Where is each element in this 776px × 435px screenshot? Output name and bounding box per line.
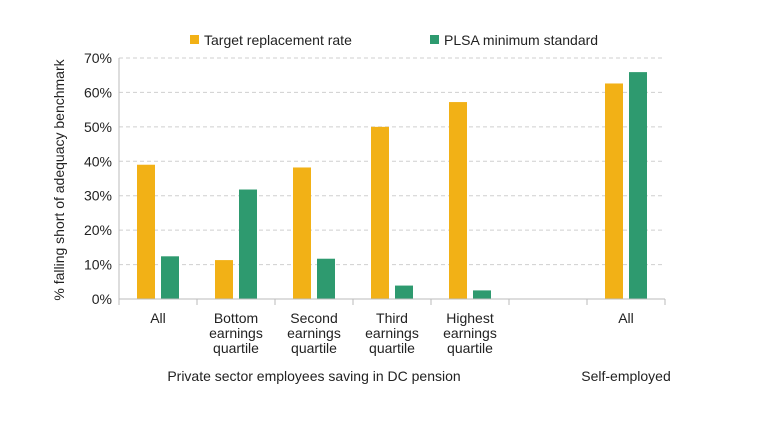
y-tick-label: 40%	[84, 153, 112, 169]
bar	[317, 258, 335, 299]
x-tick-label: Highest	[446, 310, 494, 326]
bar	[239, 189, 257, 299]
legend: Target replacement rate PLSA minimum stan…	[190, 32, 598, 48]
bar	[395, 285, 413, 299]
x-tick-label: earnings	[365, 325, 419, 341]
group-label: Private sector employees saving in DC pe…	[167, 368, 460, 384]
x-tick-label: Second	[290, 310, 337, 326]
bar	[371, 126, 389, 299]
legend-label: PLSA minimum standard	[444, 32, 598, 48]
y-tick-label: 0%	[92, 291, 112, 307]
x-tick-label: All	[150, 310, 166, 326]
bar	[293, 167, 311, 299]
bar	[137, 164, 155, 299]
y-axis-label: % falling short of adequacy benchmark	[51, 58, 67, 300]
bar	[605, 83, 623, 299]
y-tick-label: 20%	[84, 222, 112, 238]
x-tick-label: earnings	[209, 325, 263, 341]
bar	[215, 260, 233, 299]
group-label: Self-employed	[581, 368, 671, 384]
x-tick-label: quartile	[447, 340, 493, 356]
x-tick-label: Third	[376, 310, 408, 326]
x-tick-label: Bottom	[214, 310, 258, 326]
bar	[629, 72, 647, 299]
y-tick-label: 10%	[84, 257, 112, 273]
x-tick-label: quartile	[291, 340, 337, 356]
bar	[473, 290, 491, 299]
x-tick-label: quartile	[369, 340, 415, 356]
legend-swatch	[430, 35, 439, 44]
legend-label: Target replacement rate	[204, 32, 352, 48]
bar	[161, 256, 179, 299]
x-tick-label: earnings	[443, 325, 497, 341]
x-tick-label: All	[618, 310, 634, 326]
y-tick-label: 30%	[84, 188, 112, 204]
y-tick-label: 50%	[84, 119, 112, 135]
x-tick-label: quartile	[213, 340, 259, 356]
x-tick-label: earnings	[287, 325, 341, 341]
y-tick-label: 70%	[84, 50, 112, 66]
y-tick-label: 60%	[84, 84, 112, 100]
legend-swatch	[190, 35, 199, 44]
bar	[449, 102, 467, 299]
